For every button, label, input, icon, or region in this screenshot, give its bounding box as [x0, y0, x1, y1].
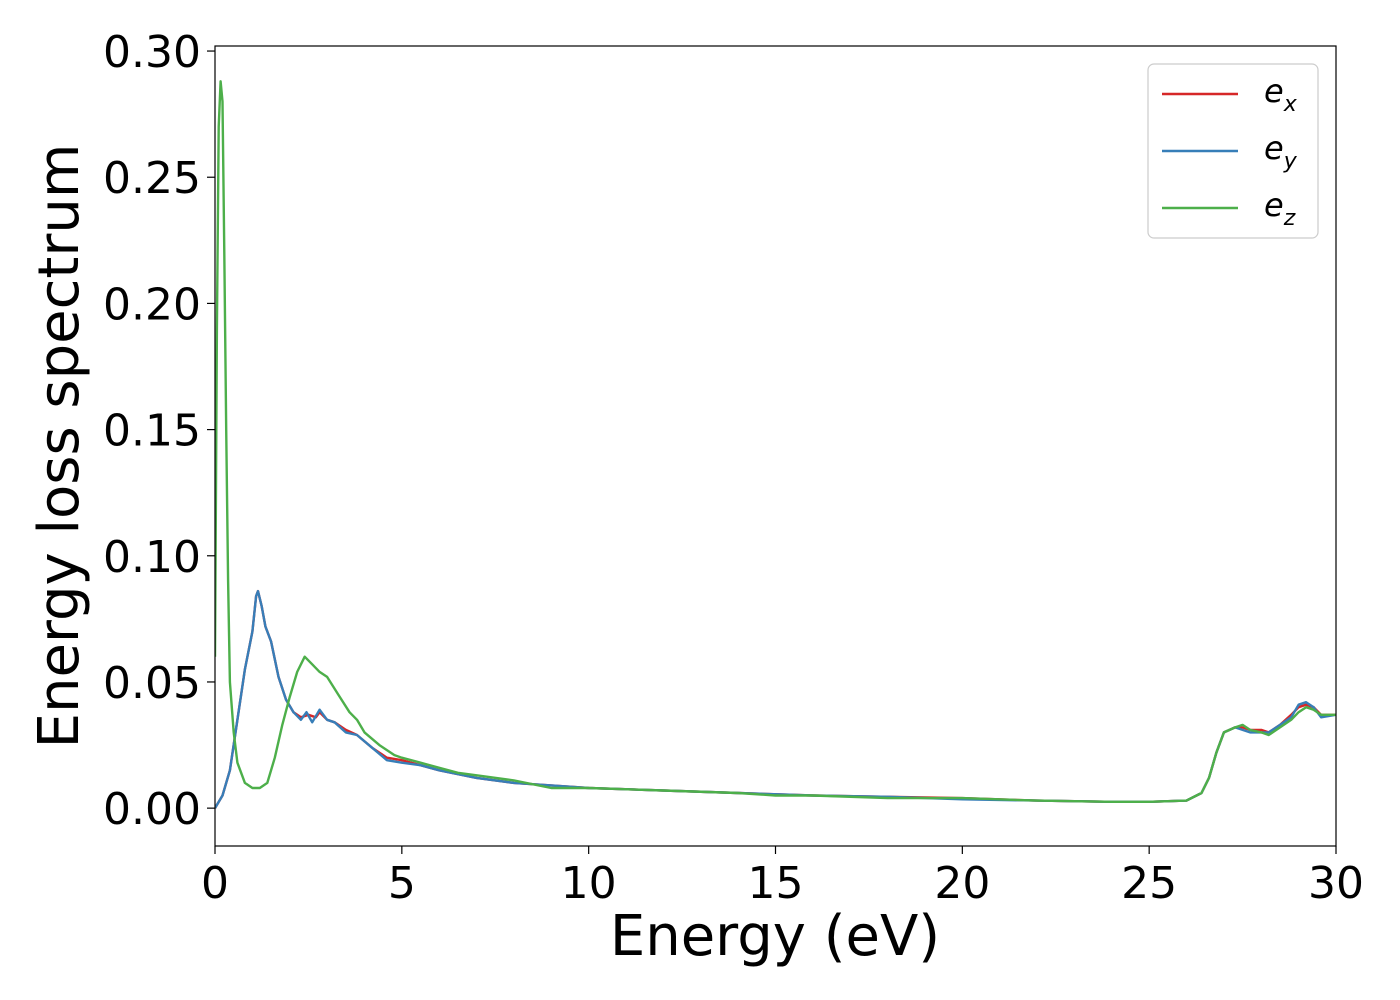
y-tick-label: 0.20	[103, 279, 201, 330]
legend-label-base: e	[1264, 72, 1284, 110]
series-line-y	[215, 589, 1336, 809]
y-tick-label: 0.00	[103, 784, 201, 835]
x-tick-label: 20	[934, 858, 990, 909]
x-tick-label: 10	[561, 858, 617, 909]
y-tick-label: 0.15	[103, 406, 201, 457]
legend-label-subscript: z	[1283, 206, 1296, 231]
x-axis-label: Energy (eV)	[610, 904, 940, 969]
y-axis: 0.00 0.05 0.10 0.15 0.20 0.25 0.30	[103, 27, 215, 835]
y-tick-label: 0.05	[103, 658, 201, 709]
series-line-z	[215, 80, 1336, 803]
x-tick-label: 30	[1308, 858, 1364, 909]
y-tick-label: 0.10	[103, 532, 201, 583]
y-tick-label: 0.25	[103, 153, 201, 204]
legend-label-base: e	[1264, 129, 1284, 167]
y-tick-label: 0.30	[103, 27, 201, 78]
legend-label-y: ey	[1264, 129, 1298, 174]
y-axis-label: Energy loss spectrum	[27, 144, 92, 749]
series-layer	[215, 80, 1336, 809]
x-tick-label: 25	[1121, 858, 1177, 909]
x-axis: 0 5 10 15 20 25 30	[201, 846, 1364, 909]
legend-label-subscript: y	[1283, 149, 1298, 174]
x-tick-label: 0	[201, 858, 229, 909]
legend-label-base: e	[1264, 186, 1284, 224]
x-tick-label: 5	[388, 858, 416, 909]
legend-label-subscript: x	[1283, 92, 1298, 117]
x-tick-label: 15	[748, 858, 804, 909]
legend-label-x: ex	[1264, 72, 1298, 117]
legend-label-z: ez	[1264, 186, 1296, 231]
